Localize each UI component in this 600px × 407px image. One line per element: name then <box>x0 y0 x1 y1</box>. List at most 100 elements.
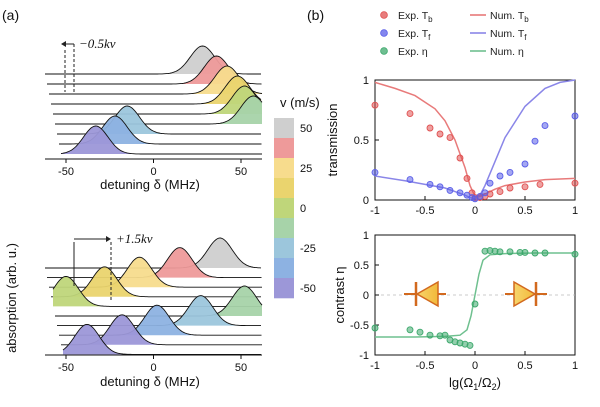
data-point <box>541 249 549 257</box>
data-point <box>436 183 444 191</box>
trace-fill <box>59 116 262 144</box>
series-line <box>374 81 576 198</box>
trace-fill <box>49 66 262 94</box>
panel-b-x-axis-label: lg(Ω1/Ω2) <box>449 375 501 392</box>
legend-marker <box>380 11 388 19</box>
x-label-sub2: 2 <box>492 382 497 392</box>
data-point <box>521 248 529 256</box>
trace-fill <box>53 276 262 307</box>
legend-label: Exp. Tf <box>398 28 431 42</box>
transmission-plot <box>371 79 579 203</box>
data-point <box>486 179 494 187</box>
bottom-shift-label: +1.5kv <box>116 231 153 246</box>
colorbar-segment <box>274 138 294 159</box>
legend-marker <box>380 29 388 37</box>
data-point <box>436 130 444 138</box>
data-point <box>463 174 471 182</box>
y-tick-label: 1 <box>363 75 369 87</box>
x-label-div: /Ω <box>478 375 492 390</box>
trace-fill <box>63 324 262 355</box>
trace-fill <box>49 257 262 288</box>
data-point <box>371 101 379 109</box>
x-tick-label: 0 <box>472 360 478 372</box>
series-line <box>374 79 576 200</box>
x-label-sub1: 1 <box>473 382 478 392</box>
trace-fill <box>55 96 262 124</box>
colorbar-segment <box>274 178 294 199</box>
panel-a-label: (a) <box>2 7 19 23</box>
x-label-lg: lg(Ω <box>449 375 473 390</box>
data-point <box>571 250 579 258</box>
contrast-y-label: contrast η <box>332 266 347 323</box>
colorbar-title: v (m/s) <box>280 95 320 110</box>
colorbar-tick-label: 0 <box>300 203 306 215</box>
data-point <box>541 122 549 130</box>
trace-fill <box>61 126 262 154</box>
colorbar-segment <box>274 258 294 279</box>
colorbar-segment <box>274 198 294 219</box>
legend-label: Exp. η <box>398 46 428 58</box>
trace-fill <box>57 295 262 326</box>
data-point <box>441 331 449 339</box>
data-point <box>426 331 434 339</box>
colorbar-segment <box>274 118 294 139</box>
x-tick-label: 0.5 <box>517 360 532 372</box>
y-tick-label: -0.5 <box>350 320 369 332</box>
trace-line <box>60 125 262 155</box>
data-point <box>496 188 504 196</box>
trace-line <box>51 75 262 105</box>
data-point <box>571 179 579 187</box>
colorbar-segment <box>274 218 294 239</box>
panel-b-legend: Exp. Tb Num. Tb Exp. Tf Num. Tf Exp. η Num. η <box>380 10 529 58</box>
legend-marker <box>380 47 388 55</box>
transmission-y-label: transmission <box>325 104 340 177</box>
trace-line <box>47 55 262 85</box>
trace-fill <box>59 305 262 336</box>
trace-line <box>62 323 261 355</box>
data-point <box>476 192 484 200</box>
x-tick-label: 0.5 <box>517 205 532 217</box>
panel-a-top-x-axis: -50 0 50 <box>45 158 262 178</box>
data-point <box>406 176 414 184</box>
colorbar-tick-label: -50 <box>300 283 316 295</box>
trace-line <box>51 266 261 298</box>
data-point <box>496 172 504 180</box>
data-point <box>426 124 434 132</box>
x-tick-label: 50 <box>235 362 247 374</box>
trace-line <box>53 85 262 115</box>
velocity-colorbar: v (m/s) 50 25 0 -25 -50 <box>274 95 320 299</box>
data-point <box>446 134 454 142</box>
colorbar-segment <box>274 158 294 179</box>
trace-fill <box>47 56 262 84</box>
contrast-plot <box>371 247 579 349</box>
x-tick-label: 0 <box>150 362 156 374</box>
data-point <box>506 248 514 256</box>
data-point <box>406 110 414 118</box>
data-point <box>481 189 489 197</box>
colorbar-segment <box>274 238 294 259</box>
colorbar-tick-label: 25 <box>300 163 312 175</box>
diode-left-icon <box>404 280 446 308</box>
x-tick-label: -0.5 <box>416 360 435 372</box>
contrast-axes: -1 -0.5 0 0.5 1 1 0.5 0 -0.5 -1 <box>350 230 578 372</box>
legend-label: Num. Tb <box>490 10 529 24</box>
top-shift-label: −0.5kv <box>79 36 116 51</box>
legend-label: Exp. Tb <box>398 10 433 24</box>
data-point <box>456 189 464 197</box>
data-point <box>371 168 379 176</box>
panel-b-label: (b) <box>307 7 324 23</box>
data-point <box>416 328 424 336</box>
data-point <box>571 112 579 120</box>
trace-line <box>45 237 262 269</box>
panel-a-bottom-traces <box>45 237 263 355</box>
x-tick-label: 1 <box>572 205 578 217</box>
panel-a-y-axis-label: absorption (arb. u.) <box>4 243 19 353</box>
data-point <box>456 154 464 162</box>
x-tick-label: -1 <box>370 205 380 217</box>
data-point <box>406 326 414 334</box>
data-point <box>471 300 479 308</box>
x-tick-label: 0 <box>150 166 156 178</box>
x-tick-label: 0 <box>472 205 478 217</box>
legend-label: Num. η <box>490 46 524 58</box>
